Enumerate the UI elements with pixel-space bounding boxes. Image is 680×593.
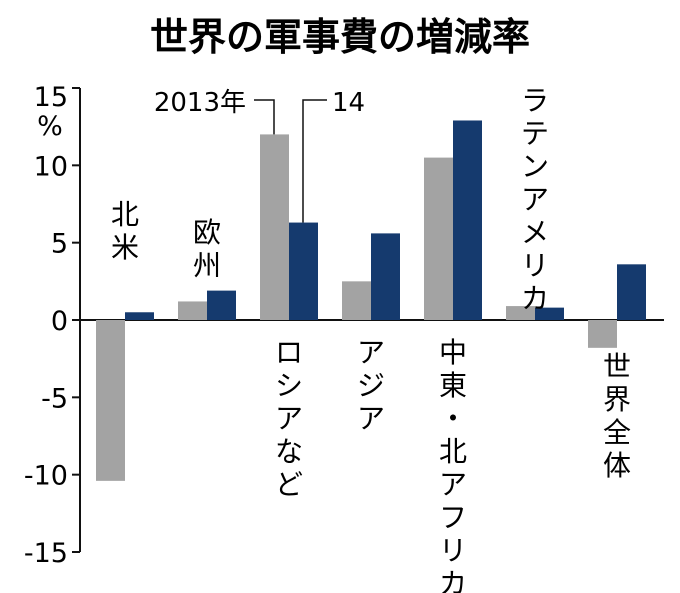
y-tick-label: -5 [41, 383, 68, 414]
category-label: 北米 [111, 198, 139, 264]
bar-series-2013 [260, 134, 289, 320]
y-tick-label: -10 [24, 461, 68, 492]
y-unit-label: % [37, 111, 63, 142]
legend-2014: 14 [332, 88, 365, 118]
bar-series-2014 [453, 120, 482, 320]
category-label: 世界全体 [603, 350, 631, 482]
y-tick-label: 0 [51, 306, 68, 337]
bar-series-2013 [96, 320, 125, 481]
bar-series-2013 [178, 301, 207, 320]
bar-series-2013 [342, 281, 371, 320]
bar-series-2014 [125, 312, 154, 320]
category-label: 中東・北アフリカ [439, 336, 467, 593]
y-tick-label: 15 [34, 82, 68, 113]
chart-title: 世界の軍事費の増減率 [150, 15, 530, 59]
bar-series-2014 [371, 233, 400, 320]
category-label: アジア [357, 336, 385, 435]
category-label: ロシアなど [275, 336, 303, 501]
bar-series-2013 [424, 157, 453, 320]
y-tick-label: -15 [24, 538, 68, 569]
y-tick-label: 5 [51, 229, 68, 260]
bar-series-2013 [506, 306, 535, 320]
bar-series-2013 [588, 320, 617, 348]
bar-series-2014 [289, 222, 318, 320]
category-label: 欧州 [193, 216, 221, 282]
bar-series-2014 [617, 264, 646, 320]
category-label: ラテンアメリカ [521, 84, 549, 315]
legend-leader-2014 [302, 99, 327, 223]
legend-leader-2013 [254, 99, 275, 135]
y-tick-label: 10 [34, 151, 68, 182]
bar-series-2014 [207, 290, 236, 320]
legend-2013: 2013年 [154, 88, 246, 118]
bar-series-2014 [535, 307, 564, 320]
